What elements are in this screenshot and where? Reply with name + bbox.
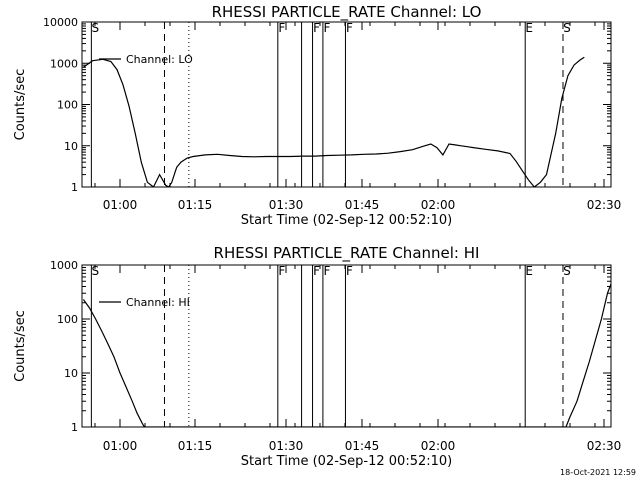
legend-label: Channel: HI: [126, 296, 190, 309]
x-tick-label: 01:45: [345, 198, 380, 212]
event-marker-label: F: [313, 21, 320, 35]
y-tick-label: 100: [57, 313, 78, 326]
x-axis-label: Start Time (02-Sep-12 00:52:10): [241, 213, 452, 228]
x-tick-label: 01:00: [103, 439, 138, 453]
event-marker-label: F: [323, 264, 330, 278]
x-tick-label: 02:30: [587, 439, 622, 453]
x-tick-label: 01:45: [345, 439, 380, 453]
event-marker-label: F: [346, 264, 353, 278]
series-line: [83, 56, 585, 187]
y-tick-label: 1: [71, 421, 78, 434]
event-marker-label: S: [563, 264, 571, 278]
y-tick-label: 10: [64, 140, 78, 153]
event-marker-label: F: [323, 21, 330, 35]
event-marker-label: F: [313, 264, 320, 278]
y-tick-label: 1000: [50, 57, 78, 70]
y-tick-label: 1000: [50, 259, 78, 272]
event-marker-label: S: [92, 264, 100, 278]
legend-label: Channel: LO: [126, 53, 193, 66]
chart-title: RHESSI PARTICLE_RATE Channel: LO: [212, 3, 482, 22]
x-axis-label: Start Time (02-Sep-12 00:52:10): [241, 454, 452, 469]
y-tick-label: 10000: [43, 16, 78, 29]
event-marker-label: S: [563, 21, 571, 35]
lo-channel-chart: RHESSI PARTICLE_RATE Channel: LO 1 10 100 10…: [13, 3, 621, 228]
event-marker-label: E: [525, 264, 533, 278]
x-tick-label: 02:00: [421, 439, 456, 453]
event-marker-label: F: [346, 21, 353, 35]
hi-channel-chart: RHESSI PARTICLE_RATE Channel: HI 1 10 100 10…: [13, 244, 621, 469]
chart-title: RHESSI PARTICLE_RATE Channel: HI: [214, 244, 480, 263]
plot-frame: [81, 21, 612, 188]
x-tick-label: 01:30: [269, 439, 304, 453]
plot-timestamp: 18-Oct-2021 12:59: [560, 468, 636, 477]
y-tick-label: 10: [64, 367, 78, 380]
series-line: [82, 282, 611, 427]
y-tick-label: 1: [71, 181, 78, 194]
x-tick-label: 01:00: [103, 198, 138, 212]
y-tick-label: 100: [57, 99, 78, 112]
x-tick-label: 02:30: [587, 198, 622, 212]
event-marker-label: S: [92, 21, 100, 35]
event-marker-label: F: [278, 21, 285, 35]
event-marker-label: F: [278, 264, 285, 278]
x-tick-label: 02:00: [421, 198, 456, 212]
x-tick-label: 01:15: [178, 439, 213, 453]
y-axis-label: Counts/sec: [13, 310, 28, 382]
x-tick-label: 01:15: [178, 198, 213, 212]
y-axis-label: Counts/sec: [13, 69, 28, 141]
event-marker-label: E: [525, 21, 533, 35]
x-tick-label: 01:30: [269, 198, 304, 212]
plot-frame: [81, 264, 612, 428]
